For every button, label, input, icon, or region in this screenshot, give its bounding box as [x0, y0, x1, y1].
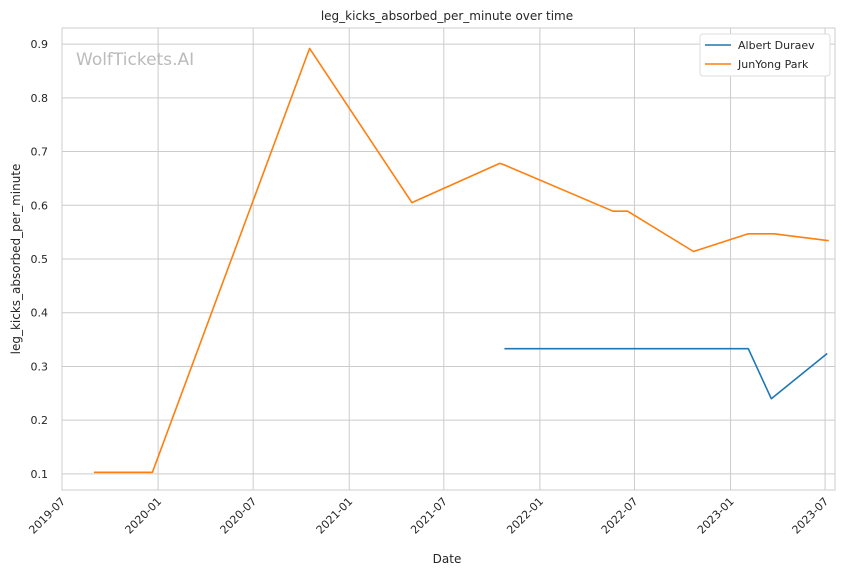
y-tick-label: 0.4 — [31, 307, 49, 320]
series-line-0 — [504, 347, 828, 400]
series-layer — [93, 47, 829, 474]
series-line-1 — [93, 47, 829, 474]
chart-title: leg_kicks_absorbed_per_minute over time — [321, 9, 573, 23]
y-tick-label: 0.9 — [31, 38, 49, 51]
plot-frame — [61, 27, 836, 491]
x-tick-label: 2021-01 — [314, 495, 356, 537]
legend: Albert Duraev JunYong Park — [699, 33, 831, 77]
grid — [61, 28, 835, 490]
legend-label-series-1: JunYong Park — [737, 58, 809, 71]
x-tick-label: 2021-07 — [408, 495, 450, 537]
x-tick-label: 2023-01 — [695, 495, 737, 537]
y-tick-label: 0.3 — [31, 360, 49, 373]
x-axis-ticks: 2019-07 2020-01 2020-07 2021-01 2021-07 2022-… — [26, 495, 831, 537]
y-tick-label: 0.7 — [31, 146, 49, 159]
y-axis-label: leg_kicks_absorbed_per_minute — [9, 164, 23, 355]
y-tick-label: 0.8 — [31, 92, 49, 105]
legend-box — [699, 33, 831, 77]
y-tick-label: 0.1 — [31, 468, 49, 481]
x-tick-label: 2019-07 — [26, 495, 68, 537]
x-tick-label: 2020-07 — [218, 495, 260, 537]
y-axis-ticks: 0.1 0.2 0.3 0.4 0.5 0.6 0.7 0.8 0.9 — [31, 38, 49, 481]
x-tick-label: 2023-07 — [790, 495, 832, 537]
x-axis-label: Date — [433, 552, 462, 566]
legend-label-series-0: Albert Duraev — [738, 39, 815, 52]
y-tick-label: 0.2 — [31, 414, 49, 427]
x-tick-label: 2022-07 — [599, 495, 641, 537]
y-tick-label: 0.5 — [31, 253, 49, 266]
x-tick-label: 2022-01 — [504, 495, 546, 537]
watermark: WolfTickets.AI — [76, 50, 194, 70]
x-tick-label: 2020-01 — [123, 495, 165, 537]
y-tick-label: 0.6 — [31, 199, 49, 212]
